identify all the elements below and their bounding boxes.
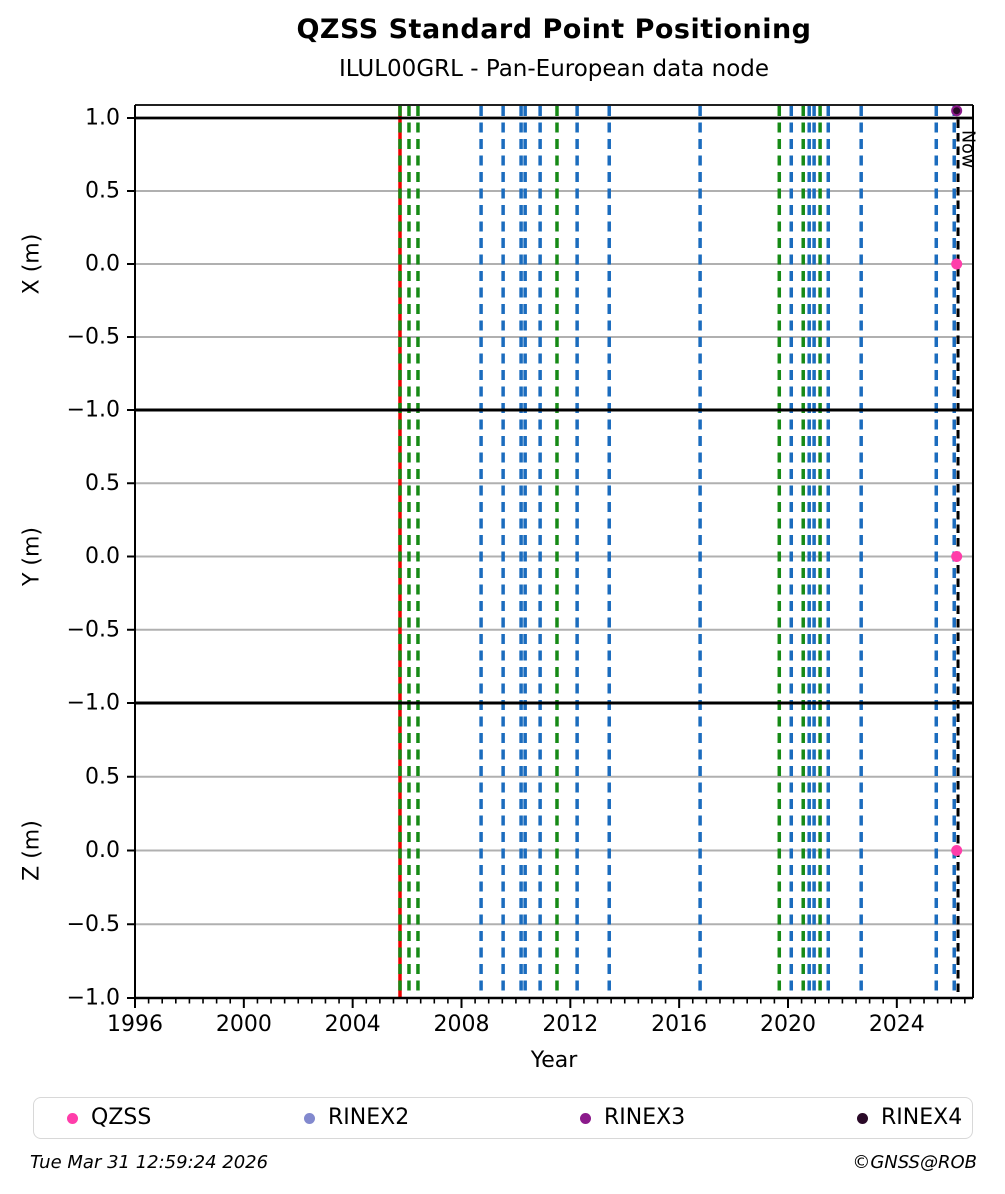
x-tick-label: 1996: [107, 1012, 163, 1037]
x-tick-label: 2024: [869, 1012, 925, 1037]
x-axis-label: Year: [530, 1048, 579, 1073]
legend-item-rinex3: RINEX3: [580, 1098, 685, 1138]
legend-item-rinex4: RINEX4: [857, 1098, 962, 1138]
now-label: Now: [958, 130, 978, 168]
y-tick-label: −1.0: [67, 986, 120, 1011]
legend-label: RINEX2: [328, 1105, 410, 1130]
legend-label: RINEX4: [881, 1105, 963, 1130]
y-tick-label: −1.0: [67, 398, 120, 423]
y-tick-label: 0.0: [85, 544, 120, 569]
y-axis-label: Z (m): [20, 820, 45, 881]
legend-item-rinex2: RINEX2: [304, 1098, 409, 1138]
y-tick-label: −0.5: [67, 325, 120, 350]
chart-subtitle: ILUL00GRL - Pan-European data node: [338, 56, 770, 82]
legend-item-qzss: QZSS: [67, 1098, 151, 1138]
y-tick-label: 1.0: [85, 106, 120, 131]
y-tick-label: −1.0: [67, 691, 120, 716]
legend-label: RINEX3: [604, 1105, 686, 1130]
y-tick-label: 0.5: [85, 764, 120, 789]
data-point-qzss: [951, 258, 963, 270]
legend: QZSS RINEX2 RINEX3 RINEX4: [33, 1097, 973, 1139]
credit-label: ©GNSS@ROB: [852, 1152, 977, 1173]
x-tick-label: 2008: [433, 1012, 489, 1037]
y-tick-label: −0.5: [67, 617, 120, 642]
x-tick-label: 2012: [542, 1012, 598, 1037]
y-axis-label: Y (m): [20, 527, 45, 587]
y-axis-label: X (m): [20, 234, 45, 295]
x-tick-label: 2016: [651, 1012, 707, 1037]
y-tick-label: 0.0: [85, 838, 120, 863]
chart-title: QZSS Standard Point Positioning: [296, 14, 812, 45]
rinex2-marker-icon: [304, 1112, 315, 1124]
rinex4-marker-icon: [857, 1112, 868, 1124]
qzss-marker-icon: [67, 1112, 78, 1124]
legend-label: QZSS: [91, 1105, 152, 1130]
y-tick-label: 0.0: [85, 252, 120, 277]
data-point-qzss: [951, 845, 963, 856]
x-tick-label: 2020: [760, 1012, 816, 1037]
x-tick-label: 2000: [216, 1012, 272, 1037]
y-tick-label: 0.5: [85, 179, 120, 204]
y-tick-label: 0.5: [85, 471, 120, 496]
rinex3-marker-icon: [580, 1112, 591, 1124]
data-point-rinex4: [953, 107, 961, 115]
y-tick-label: −0.5: [67, 912, 120, 937]
plot-timestamp: Tue Mar 31 12:59:24 2026: [30, 1152, 269, 1173]
x-tick-label: 2004: [325, 1012, 381, 1037]
data-point-qzss: [951, 551, 963, 562]
